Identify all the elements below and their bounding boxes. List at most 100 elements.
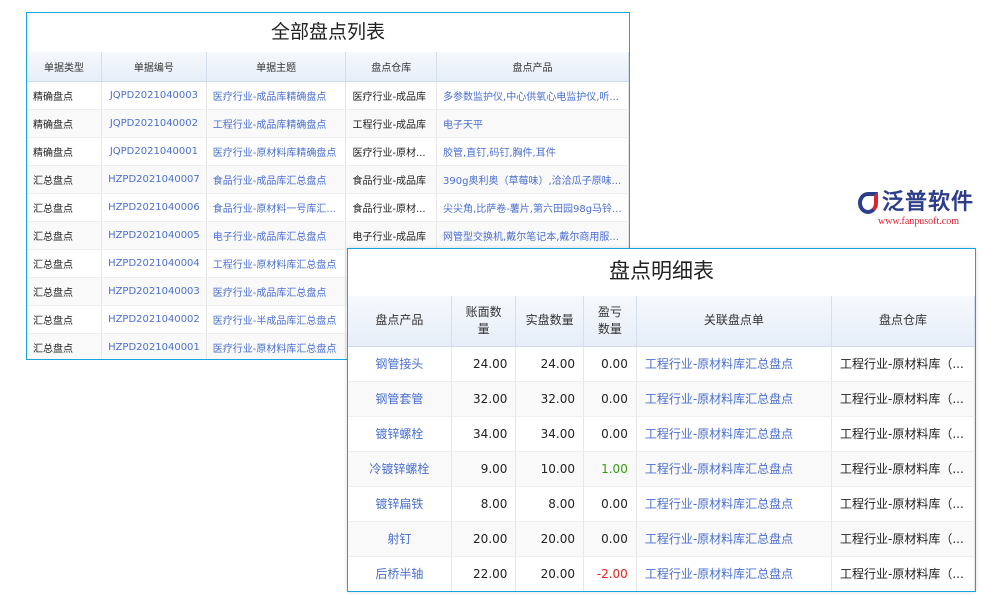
actual-qty-cell: 34.00 <box>515 416 584 452</box>
products-link[interactable]: 电子天平 <box>436 109 629 138</box>
products-link[interactable]: 网管型交换机,戴尔笔记本,戴尔商用服... <box>436 221 629 250</box>
inventory-detail-table: 盘点产品 账面数量 实盘数量 盈亏数量 关联盘点单 盘点仓库 钢管接头 24.00 24.00 0… <box>348 296 975 591</box>
products-link[interactable]: 多参数监护仪,中心供氧心电监护仪,听... <box>436 81 629 110</box>
product-link[interactable]: 镀锌扁铁 <box>348 486 452 522</box>
column-header[interactable]: 单据类型 <box>27 52 103 82</box>
doc-number-link[interactable]: HZPD2021040006 <box>101 193 207 222</box>
watermark-url: www.fanpusoft.com <box>878 216 960 227</box>
column-header[interactable]: 关联盘点单 <box>636 296 833 347</box>
related-order-link[interactable]: 工程行业-原材料库汇总盘点 <box>636 416 833 452</box>
doc-type-cell: 汇总盘点 <box>27 193 103 222</box>
warehouse-cell: 工程行业-原材料库（... <box>831 486 975 522</box>
doc-type-cell: 汇总盘点 <box>27 165 103 194</box>
doc-subject-link[interactable]: 医疗行业-原材料库精确盘点 <box>206 137 347 166</box>
table-row[interactable]: 钢管接头 24.00 24.00 0.00 工程行业-原材料库汇总盘点 工程行业-原材料库… <box>348 346 975 382</box>
related-order-link[interactable]: 工程行业-原材料库汇总盘点 <box>636 521 833 557</box>
table-row[interactable]: 汇总盘点 HZPD2021040005 电子行业-成品库汇总盘点 电子行业-成品库 网管… <box>27 221 629 250</box>
related-order-link[interactable]: 工程行业-原材料库汇总盘点 <box>636 556 833 591</box>
actual-qty-cell: 20.00 <box>515 556 584 591</box>
table-row[interactable]: 镀锌螺栓 34.00 34.00 0.00 工程行业-原材料库汇总盘点 工程行业-原材料库… <box>348 416 975 452</box>
warehouse-cell: 医疗行业-成品库 <box>345 81 438 110</box>
column-header[interactable]: 账面数量 <box>451 296 517 347</box>
doc-number-link[interactable]: HZPD2021040002 <box>101 305 207 334</box>
book-qty-cell: 20.00 <box>451 521 517 557</box>
product-link[interactable]: 冷镀锌螺栓 <box>348 451 452 487</box>
column-header[interactable]: 盘点仓库 <box>345 52 438 82</box>
warehouse-cell: 工程行业-原材料库（... <box>831 451 975 487</box>
actual-qty-cell: 10.00 <box>515 451 584 487</box>
table-row[interactable]: 汇总盘点 HZPD2021040006 食品行业-原材料一号库汇... 食品行业-原材… <box>27 193 629 222</box>
related-order-link[interactable]: 工程行业-原材料库汇总盘点 <box>636 346 833 382</box>
warehouse-cell: 食品行业-原材... <box>345 193 438 222</box>
products-link[interactable]: 尖尖角,比萨卷-薯片,第六田园98g马铃... <box>436 193 629 222</box>
column-header[interactable]: 实盘数量 <box>515 296 584 347</box>
doc-subject-link[interactable]: 食品行业-原材料一号库汇... <box>206 193 347 222</box>
diff-qty-cell: 0.00 <box>583 486 637 522</box>
warehouse-cell: 工程行业-原材料库（... <box>831 416 975 452</box>
doc-number-link[interactable]: HZPD2021040003 <box>101 277 207 306</box>
watermark-brand: 泛普软件 <box>882 190 975 215</box>
warehouse-cell: 工程行业-原材料库（... <box>831 346 975 382</box>
doc-number-link[interactable]: JQPD2021040003 <box>101 81 207 110</box>
doc-number-link[interactable]: JQPD2021040001 <box>101 137 207 166</box>
doc-subject-link[interactable]: 食品行业-成品库汇总盘点 <box>206 165 347 194</box>
diff-qty-cell: 0.00 <box>583 381 637 417</box>
product-link[interactable]: 钢管套管 <box>348 381 452 417</box>
table-row[interactable]: 钢管套管 32.00 32.00 0.00 工程行业-原材料库汇总盘点 工程行业-原材料库… <box>348 381 975 417</box>
doc-subject-link[interactable]: 医疗行业-成品库汇总盘点 <box>206 277 347 306</box>
products-link[interactable]: 390g奥利奥（草莓味）,洽洽瓜子原味... <box>436 165 629 194</box>
watermark-logo: 泛普软件 www.fanpusoft.com <box>858 190 993 236</box>
doc-type-cell: 汇总盘点 <box>27 333 103 359</box>
column-header[interactable]: 盘点产品 <box>348 296 452 347</box>
column-header[interactable]: 单据编号 <box>101 52 207 82</box>
doc-type-cell: 汇总盘点 <box>27 221 103 250</box>
product-link[interactable]: 射钉 <box>348 521 452 557</box>
doc-type-cell: 汇总盘点 <box>27 305 103 334</box>
column-header[interactable]: 盘点仓库 <box>831 296 975 347</box>
product-link[interactable]: 钢管接头 <box>348 346 452 382</box>
doc-number-link[interactable]: HZPD2021040005 <box>101 221 207 250</box>
table-row[interactable]: 精确盘点 JQPD2021040002 工程行业-成品库精确盘点 工程行业-成品库 电子… <box>27 109 629 138</box>
product-link[interactable]: 后桥半轴 <box>348 556 452 591</box>
table-row[interactable]: 精确盘点 JQPD2021040003 医疗行业-成品库精确盘点 医疗行业-成品库 多参… <box>27 81 629 110</box>
column-header[interactable]: 盘点产品 <box>436 52 629 82</box>
doc-subject-link[interactable]: 医疗行业-成品库精确盘点 <box>206 81 347 110</box>
related-order-link[interactable]: 工程行业-原材料库汇总盘点 <box>636 451 833 487</box>
book-qty-cell: 32.00 <box>451 381 517 417</box>
diff-qty-cell: 0.00 <box>583 346 637 382</box>
table-row[interactable]: 冷镀锌螺栓 9.00 10.00 1.00 工程行业-原材料库汇总盘点 工程行业-原材料库… <box>348 451 975 487</box>
book-qty-cell: 24.00 <box>451 346 517 382</box>
product-link[interactable]: 镀锌螺栓 <box>348 416 452 452</box>
doc-number-link[interactable]: JQPD2021040002 <box>101 109 207 138</box>
doc-number-link[interactable]: HZPD2021040004 <box>101 249 207 278</box>
doc-subject-link[interactable]: 电子行业-成品库汇总盘点 <box>206 221 347 250</box>
related-order-link[interactable]: 工程行业-原材料库汇总盘点 <box>636 381 833 417</box>
doc-type-cell: 精确盘点 <box>27 137 103 166</box>
inventory-list-panel: 全部盘点列表 单据类型 单据编号 单据主题 盘点仓库 盘点产品 精确盘点 JQPD20210… <box>26 12 630 360</box>
products-link[interactable]: 胶管,直钉,码钉,胸件,耳件 <box>436 137 629 166</box>
actual-qty-cell: 8.00 <box>515 486 584 522</box>
diff-qty-cell: 0.00 <box>583 521 637 557</box>
doc-number-link[interactable]: HZPD2021040007 <box>101 165 207 194</box>
table-row[interactable]: 汇总盘点 HZPD2021040007 食品行业-成品库汇总盘点 食品行业-成品库 39… <box>27 165 629 194</box>
actual-qty-cell: 32.00 <box>515 381 584 417</box>
table-row[interactable]: 镀锌扁铁 8.00 8.00 0.00 工程行业-原材料库汇总盘点 工程行业-原材料库（.… <box>348 486 975 522</box>
doc-subject-link[interactable]: 医疗行业-原材料库汇总盘点 <box>206 333 347 359</box>
column-header[interactable]: 盈亏数量 <box>583 296 637 347</box>
doc-number-link[interactable]: HZPD2021040001 <box>101 333 207 359</box>
table-row[interactable]: 后桥半轴 22.00 20.00 -2.00 工程行业-原材料库汇总盘点 工程行业-原材料… <box>348 556 975 591</box>
panel-title: 盘点明细表 <box>609 259 714 283</box>
table-row[interactable]: 射钉 20.00 20.00 0.00 工程行业-原材料库汇总盘点 工程行业-原材料库（.… <box>348 521 975 557</box>
diff-qty-cell: -2.00 <box>583 556 637 591</box>
column-header[interactable]: 单据主题 <box>206 52 347 82</box>
table-row[interactable]: 精确盘点 JQPD2021040001 医疗行业-原材料库精确盘点 医疗行业-原材..… <box>27 137 629 166</box>
warehouse-cell: 工程行业-成品库 <box>345 109 438 138</box>
warehouse-cell: 医疗行业-原材... <box>345 137 438 166</box>
doc-subject-link[interactable]: 工程行业-成品库精确盘点 <box>206 109 347 138</box>
related-order-link[interactable]: 工程行业-原材料库汇总盘点 <box>636 486 833 522</box>
warehouse-cell: 工程行业-原材料库（... <box>831 556 975 591</box>
doc-subject-link[interactable]: 工程行业-原材料库汇总盘点 <box>206 249 347 278</box>
warehouse-cell: 食品行业-成品库 <box>345 165 438 194</box>
doc-subject-link[interactable]: 医疗行业-半成品库汇总盘点 <box>206 305 347 334</box>
book-qty-cell: 9.00 <box>451 451 517 487</box>
